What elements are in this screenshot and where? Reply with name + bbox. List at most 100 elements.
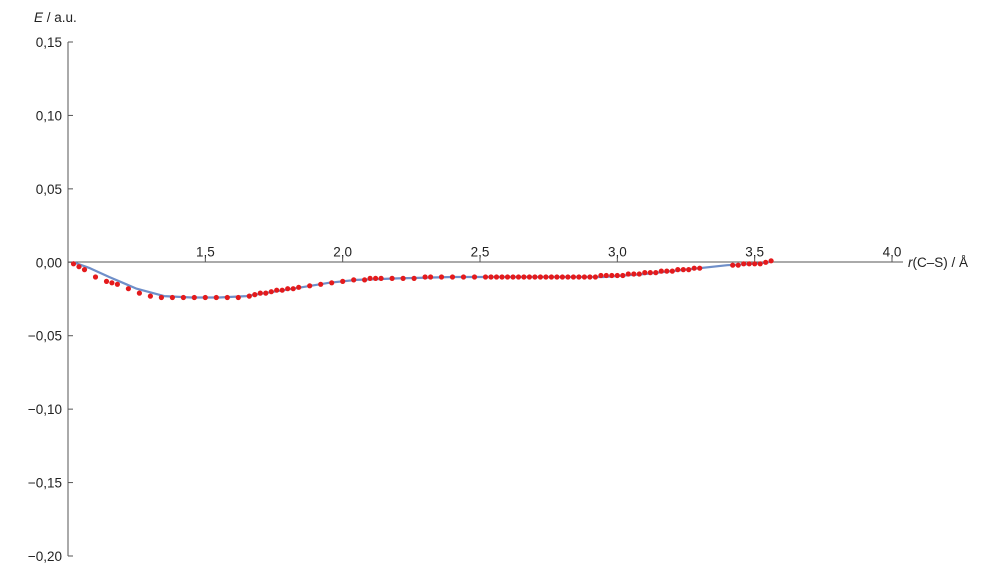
data-point-29 [318, 281, 324, 287]
data-point-53 [521, 274, 527, 280]
data-point-9 [147, 293, 153, 299]
data-point-43 [449, 274, 456, 280]
data-point-24 [279, 287, 285, 293]
x-tick-label-5: 4,0 [883, 244, 902, 259]
data-point-34 [367, 275, 373, 281]
data-point-22 [268, 289, 274, 295]
data-point-47 [488, 274, 494, 280]
data-point-4 [103, 278, 110, 284]
y-tick-label-6: −0,15 [28, 476, 62, 491]
data-point-70 [614, 272, 620, 279]
data-point-32 [351, 277, 357, 283]
data-point-30 [329, 280, 335, 286]
data-point-50 [504, 274, 511, 280]
data-point-42 [438, 274, 445, 280]
data-point-64 [581, 274, 588, 280]
data-point-18 [246, 293, 252, 299]
data-point-61 [565, 274, 571, 280]
series-points-group [70, 258, 774, 301]
data-point-11 [169, 294, 175, 301]
data-point-74 [636, 271, 642, 277]
data-point-78 [658, 268, 664, 274]
data-point-23 [274, 287, 280, 293]
data-point-16 [224, 294, 230, 301]
data-point-38 [400, 275, 406, 281]
data-point-68 [603, 272, 609, 279]
data-point-86 [730, 262, 736, 268]
data-point-13 [191, 294, 197, 301]
data-point-45 [471, 274, 478, 280]
data-point-91 [757, 261, 763, 267]
data-point-92 [763, 259, 769, 265]
data-point-81 [675, 267, 681, 273]
data-point-75 [642, 270, 648, 276]
data-point-54 [526, 274, 533, 280]
data-point-65 [587, 274, 593, 280]
data-point-57 [543, 274, 549, 280]
data-point-72 [625, 271, 631, 277]
data-point-27 [296, 284, 302, 290]
y-axis-label: E / a.u. [34, 10, 77, 25]
data-point-41 [428, 274, 434, 280]
data-point-66 [592, 274, 599, 280]
data-point-71 [620, 272, 626, 279]
data-point-56 [537, 274, 544, 280]
data-point-14 [202, 294, 208, 301]
data-point-85 [697, 265, 703, 271]
data-point-77 [653, 270, 659, 276]
data-point-33 [362, 277, 368, 283]
data-point-49 [499, 274, 505, 280]
data-point-84 [691, 265, 697, 271]
data-point-40 [422, 274, 428, 280]
y-axis-label-symbol: E [34, 10, 44, 25]
y-tick-label-5: −0,10 [28, 402, 62, 417]
data-point-31 [340, 278, 346, 284]
y-tick-label-4: −0,05 [28, 329, 62, 344]
x-tick-label-3: 3,0 [608, 244, 627, 259]
data-point-59 [554, 274, 560, 280]
data-point-76 [647, 270, 653, 276]
data-point-26 [290, 286, 296, 292]
data-point-87 [735, 262, 741, 268]
data-point-39 [411, 275, 417, 281]
y-axis-label-unit: / a.u. [43, 10, 77, 25]
data-point-51 [510, 274, 516, 280]
data-point-3 [92, 274, 99, 280]
data-point-73 [631, 271, 637, 277]
x-axis-label-symbol: r [908, 255, 913, 270]
data-point-58 [548, 274, 555, 280]
data-point-90 [752, 261, 758, 267]
x-tick-label-0: 1,5 [196, 244, 215, 259]
y-tick-label-7: −0,20 [28, 549, 62, 564]
tick-marks [68, 41, 893, 557]
x-axis-label: r(C–S) / Å [908, 255, 968, 270]
series-line-group [72, 261, 770, 299]
data-point-83 [686, 267, 692, 273]
data-point-44 [460, 274, 467, 280]
data-point-60 [559, 274, 566, 280]
data-point-6 [114, 281, 120, 287]
data-point-88 [741, 261, 747, 267]
data-point-28 [307, 283, 313, 289]
x-tick-label-4: 3,5 [745, 244, 764, 259]
x-tick-label-1: 2,0 [333, 244, 352, 259]
data-point-35 [373, 275, 379, 281]
y-tick-label-2: 0,05 [36, 182, 62, 197]
series-line [72, 261, 770, 299]
data-point-69 [609, 272, 615, 279]
data-point-5 [109, 280, 115, 286]
data-point-48 [493, 274, 500, 280]
data-point-89 [746, 261, 752, 267]
y-tick-label-1: 0,10 [36, 108, 62, 123]
data-point-7 [125, 286, 131, 292]
tick-labels: 1,5 2,0 2,5 3,0 3,5 4,0 0,15 0,10 0,05 0,00 −0,05 −… [28, 35, 902, 564]
x-axis-label-unit: (C–S) / Å [913, 255, 969, 270]
data-point-63 [576, 274, 582, 280]
data-point-93 [768, 258, 774, 264]
data-point-19 [252, 292, 258, 298]
data-point-10 [158, 294, 164, 301]
data-point-1 [76, 264, 82, 270]
data-point-25 [285, 286, 291, 292]
x-tick-label-2: 2,5 [471, 244, 490, 259]
